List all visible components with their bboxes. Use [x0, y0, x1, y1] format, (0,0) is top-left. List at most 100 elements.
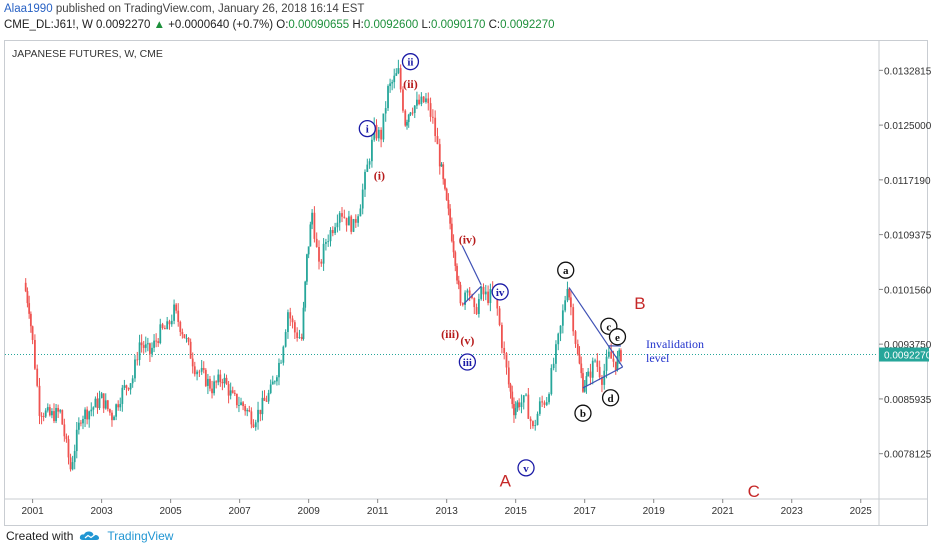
candle-body — [193, 366, 196, 375]
candle-body — [219, 374, 222, 383]
candle-body — [196, 371, 198, 375]
candle-body — [420, 96, 423, 105]
author-link[interactable]: Alaa1990 — [4, 3, 53, 15]
candle-body — [601, 377, 603, 385]
candle-body — [416, 99, 418, 106]
candle-body — [449, 208, 452, 224]
candle-body — [159, 324, 162, 343]
candle-body — [555, 344, 557, 364]
candle-body — [456, 265, 458, 281]
candle-body — [357, 216, 360, 223]
candle-body — [179, 321, 182, 332]
candle-body — [354, 219, 357, 223]
x-tick-label: 2007 — [229, 506, 252, 517]
candle-body — [138, 342, 141, 360]
candle-body — [38, 385, 41, 416]
candle-body — [252, 424, 255, 428]
candle-body — [334, 227, 337, 234]
candle-body — [411, 112, 414, 114]
candle-body — [511, 391, 514, 405]
candle-body — [261, 397, 264, 415]
candle-body — [57, 407, 60, 412]
candle-body — [543, 402, 546, 405]
candle-body — [183, 334, 186, 338]
candle-body — [187, 337, 190, 342]
candle-body — [561, 310, 564, 326]
candle-body — [284, 332, 287, 347]
candle-body — [200, 367, 203, 372]
candle-body — [100, 393, 103, 399]
wave-label: ii — [407, 57, 413, 69]
candle-body — [438, 144, 441, 167]
wave-label: (v) — [460, 333, 474, 347]
candle-body — [235, 393, 238, 406]
candle-body — [587, 371, 590, 377]
candle-body — [287, 312, 289, 333]
candle-body — [397, 68, 400, 74]
candle-body — [257, 409, 259, 423]
candle-body — [350, 216, 353, 232]
candle-body — [380, 129, 383, 140]
candle-body — [59, 410, 62, 412]
candle-body — [450, 223, 453, 242]
candle-body — [527, 394, 530, 419]
candle-body — [217, 374, 220, 383]
wave-label: e — [615, 332, 620, 344]
candle-body — [153, 340, 155, 348]
x-tick-label: 2013 — [436, 506, 459, 517]
candle-body — [269, 384, 272, 393]
candle-body — [466, 290, 469, 293]
candle-body — [442, 164, 445, 180]
tradingview-brand-link[interactable]: TradingView — [107, 529, 174, 543]
wave-label: iv — [496, 287, 505, 299]
candle-body — [309, 224, 312, 247]
chart-title: JAPANESE FUTURES, W, CME — [12, 48, 163, 60]
candle-body — [318, 247, 320, 262]
high-label: H: — [352, 19, 364, 31]
candle-body — [155, 340, 158, 342]
candle-body — [529, 418, 532, 422]
close-value: 0.0092270 — [500, 19, 555, 31]
candle-body — [82, 418, 84, 424]
candle-body — [459, 284, 462, 304]
candle-body — [202, 367, 205, 370]
wave-label: (ii) — [403, 77, 418, 91]
candle-body — [181, 331, 184, 335]
candle-body — [384, 108, 387, 114]
candle-body — [489, 289, 492, 304]
candle-body — [576, 343, 579, 355]
candle-body — [352, 219, 355, 232]
candle-body — [413, 105, 416, 113]
candle-body — [170, 320, 173, 325]
candle-body — [215, 381, 218, 383]
low-value: 0.0090170 — [431, 19, 486, 31]
candle-body — [75, 429, 78, 452]
y-tick-label: 0.0117190 — [884, 176, 931, 187]
candle-body — [225, 377, 228, 385]
candle-body — [163, 327, 166, 330]
open-value: 0.00090655 — [288, 19, 350, 31]
candle-body — [574, 331, 577, 344]
candle-body — [144, 344, 147, 348]
candle-body — [115, 404, 118, 417]
candle-body — [431, 116, 434, 118]
candle-body — [468, 290, 471, 296]
candle-body — [518, 402, 521, 408]
candle-body — [168, 321, 171, 325]
wave-label: v — [523, 463, 529, 475]
candle-body — [429, 103, 432, 117]
candle-body — [375, 124, 378, 139]
candle-body — [24, 282, 27, 292]
candle-body — [166, 321, 169, 330]
chart-frame[interactable] — [4, 40, 928, 526]
candle-body — [106, 400, 109, 410]
candle-body — [191, 358, 194, 367]
candle-body — [484, 291, 487, 295]
candle-body — [248, 410, 251, 412]
candle-body — [63, 424, 66, 437]
x-tick-label: 2017 — [574, 506, 597, 517]
candle-body — [520, 402, 523, 408]
candle-body — [461, 303, 464, 305]
candle-body — [616, 356, 619, 370]
